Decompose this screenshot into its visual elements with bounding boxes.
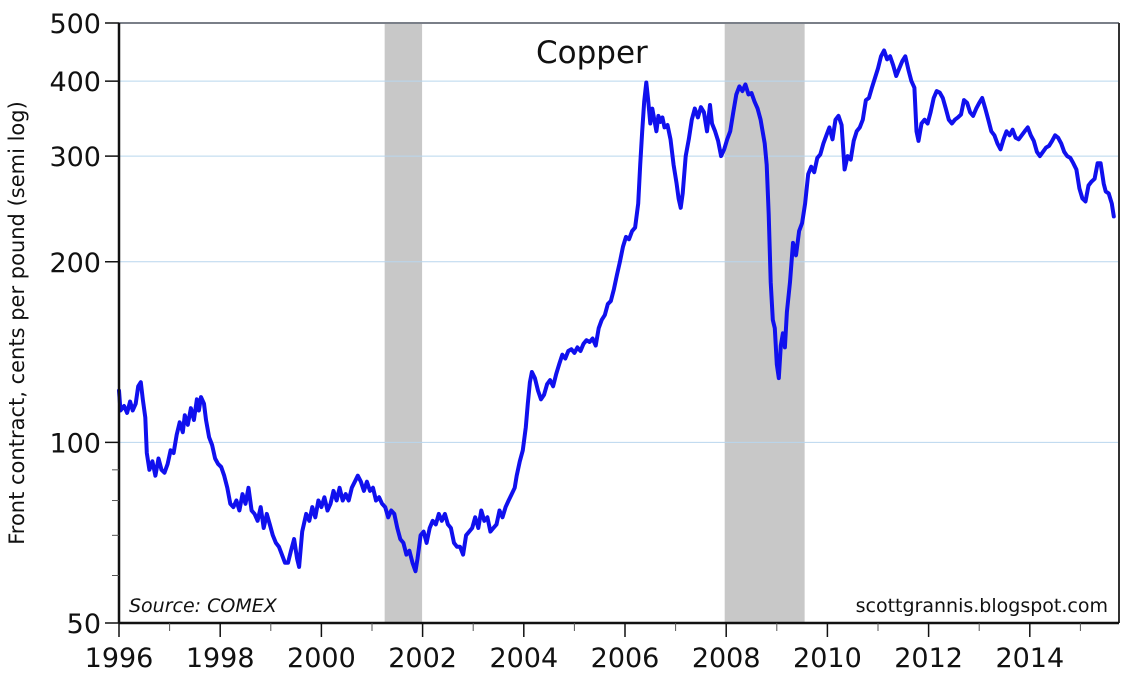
y-tick-label: 200 [49, 248, 101, 279]
y-tick-label: 100 [49, 428, 101, 459]
x-tick-label: 2008 [692, 643, 761, 674]
source-note: Source: COMEX [129, 595, 278, 617]
plot-frame [117, 22, 1120, 625]
horizontal-gridlines [119, 80, 1119, 443]
y-tick-label: 300 [49, 142, 101, 173]
y-tick-label: 400 [49, 67, 101, 98]
x-tick-label: 2004 [489, 643, 558, 674]
x-tick-label: 1998 [186, 643, 255, 674]
recession-band [384, 23, 423, 623]
y-tick-label: 50 [67, 609, 101, 640]
x-tick-label: 1996 [85, 643, 154, 674]
x-tick-label: 2010 [793, 643, 862, 674]
x-tick-label: 2014 [995, 643, 1064, 674]
y-axis-label: Front contract, cents per pound (semi lo… [5, 101, 29, 545]
x-tick-label: 2012 [894, 643, 963, 674]
y-axis: 50 100 200 300 400 500 [49, 9, 119, 640]
x-tick-label: 2002 [388, 643, 457, 674]
data-series [117, 48, 1116, 574]
x-axis: 1996 1998 2000 2002 2004 2006 2008 2010 2012 2014 [85, 623, 1081, 674]
recession-band [724, 23, 805, 623]
credit-note: scottgrannis.blogspot.com [856, 595, 1108, 617]
chart-title: Copper [536, 35, 648, 71]
copper-price-line [117, 48, 1116, 574]
x-tick-label: 2000 [287, 643, 356, 674]
x-tick-label: 2006 [591, 643, 660, 674]
recession-shading [384, 23, 805, 623]
y-tick-label: 500 [49, 9, 101, 40]
